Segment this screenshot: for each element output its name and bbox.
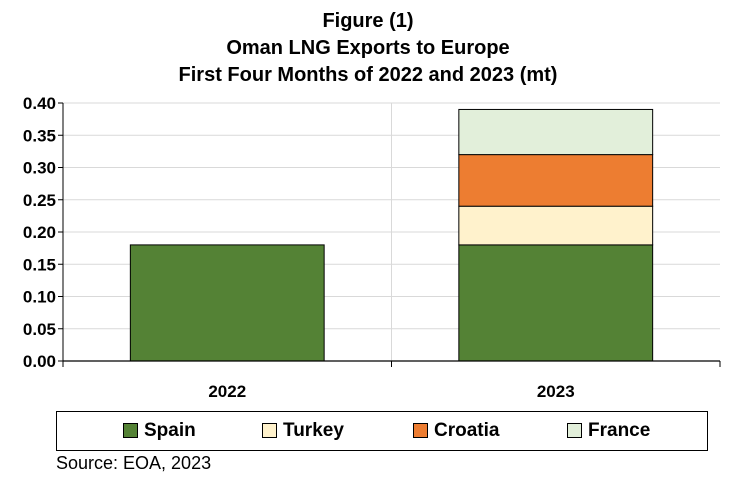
- legend-label-france: France: [588, 419, 651, 441]
- legend-item-turkey: Turkey: [262, 412, 344, 449]
- y-tick-label: 0.20: [23, 223, 56, 242]
- bar-turkey-2023: [458, 205, 654, 246]
- chart-subtitle: First Four Months of 2022 and 2023 (mt): [178, 64, 558, 86]
- legend-swatch-croatia: [413, 423, 428, 438]
- legend-label-spain: Spain: [144, 419, 196, 441]
- legend: Spain Turkey Croatia France: [56, 411, 708, 451]
- legend-item-france: France: [567, 412, 650, 449]
- legend-label-croatia: Croatia: [434, 419, 500, 441]
- y-tick-label: 0.30: [23, 159, 56, 178]
- legend-swatch-spain: [123, 423, 138, 438]
- y-tick-label: 0.00: [23, 352, 56, 371]
- x-tick-label: 2023: [537, 382, 575, 401]
- y-tick-label: 0.40: [23, 94, 56, 113]
- legend-item-spain: Spain: [123, 412, 196, 449]
- bar-spain-2022: [129, 244, 325, 362]
- bar-croatia-2023: [458, 154, 654, 207]
- legend-label-turkey: Turkey: [283, 419, 344, 441]
- y-tick-label: 0.05: [23, 320, 56, 339]
- legend-swatch-france: [567, 423, 582, 438]
- chart-title: Oman LNG Exports to Europe: [226, 37, 510, 59]
- y-tick-label: 0.25: [23, 191, 56, 210]
- source-note: Source: EOA, 2023: [56, 453, 212, 473]
- y-tick-label: 0.15: [23, 255, 56, 274]
- x-tick-label: 2022: [208, 382, 246, 401]
- figure-number: Figure (1): [322, 10, 414, 32]
- bar-spain-2023: [458, 244, 654, 362]
- bar-france-2023: [458, 108, 654, 156]
- bar-chart: 0.00 0.05 0.10 0.15 0.20 0.25 0.30 0.35 0.40 2022…: [23, 94, 721, 401]
- legend-swatch-turkey: [262, 423, 277, 438]
- y-tick-label: 0.10: [23, 288, 56, 307]
- y-tick-label: 0.35: [23, 126, 56, 145]
- legend-item-croatia: Croatia: [413, 412, 499, 449]
